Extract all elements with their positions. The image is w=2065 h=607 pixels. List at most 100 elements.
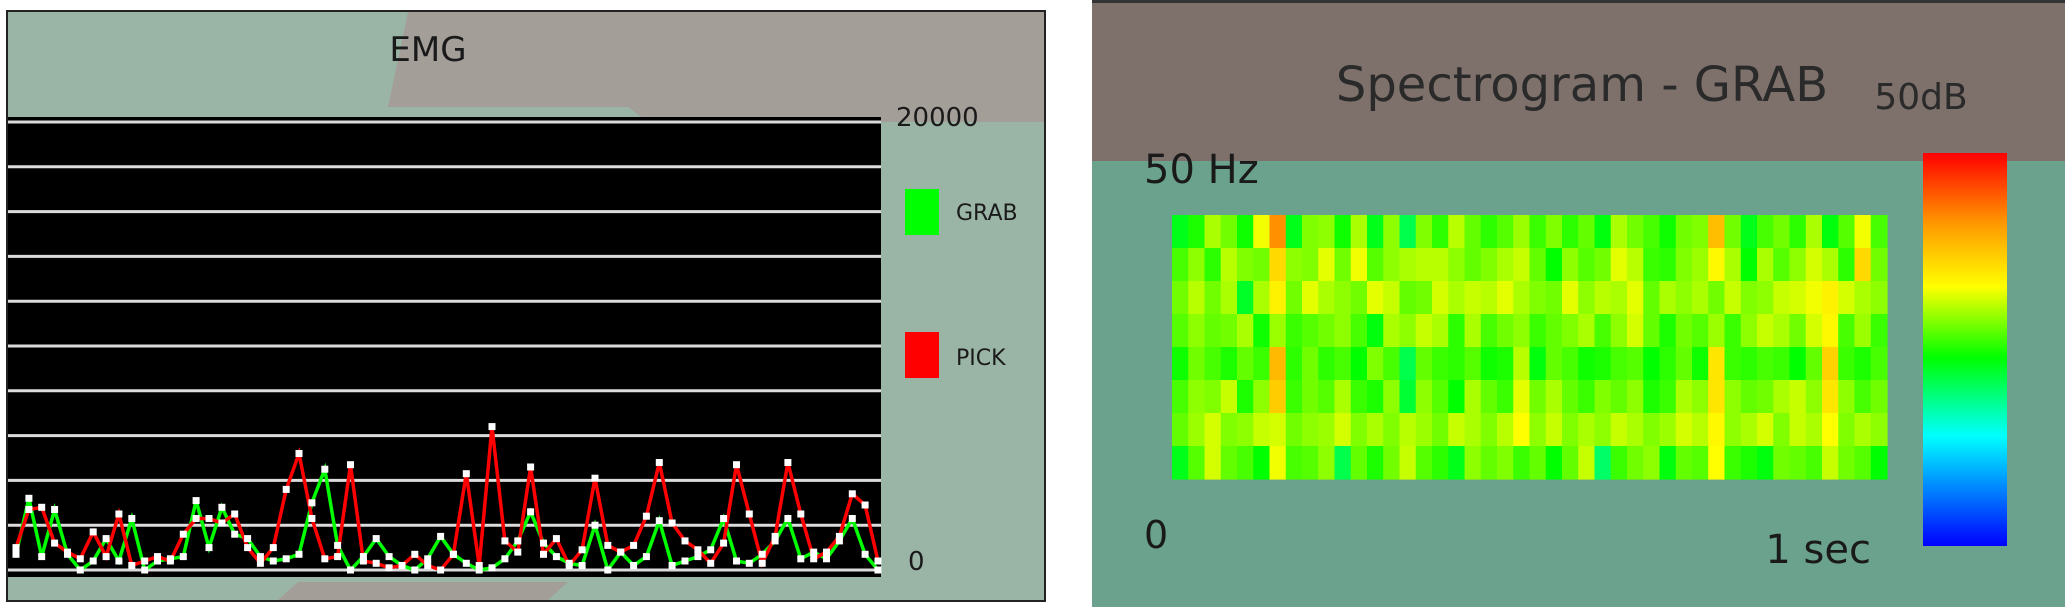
heatmap-cell xyxy=(1513,314,1531,348)
heatmap-cell xyxy=(1545,281,1563,315)
heatmap-cell xyxy=(1822,446,1839,480)
data-point-grab xyxy=(244,535,252,543)
data-point-grab xyxy=(488,564,496,572)
heatmap-cell xyxy=(1415,446,1433,480)
heatmap-cell xyxy=(1822,314,1839,348)
heatmap-cell xyxy=(1367,413,1384,447)
heatmap-cell xyxy=(1594,413,1612,447)
data-point-grab xyxy=(604,566,612,574)
heatmap-cell xyxy=(1399,413,1417,447)
data-point-pick xyxy=(668,519,676,527)
heatmap-cell xyxy=(1513,413,1531,447)
heatmap-cell xyxy=(1269,281,1287,315)
heatmap-cell xyxy=(1529,446,1547,480)
heatmap-cell xyxy=(1220,413,1238,447)
data-point-pick xyxy=(437,566,445,574)
data-point-grab xyxy=(527,508,535,516)
heatmap-cell xyxy=(1188,281,1206,315)
data-point-grab xyxy=(372,535,380,543)
heatmap-cell xyxy=(1659,380,1677,414)
heatmap-cell xyxy=(1464,281,1482,315)
data-point-grab xyxy=(128,515,136,522)
heatmap-cell xyxy=(1643,413,1661,447)
data-point-pick xyxy=(475,562,483,569)
heatmap-cell xyxy=(1513,248,1531,282)
heatmap-cell xyxy=(1415,347,1433,381)
heatmap-cell xyxy=(1659,347,1677,381)
heatmap-cell xyxy=(1172,314,1189,348)
heatmap-cell xyxy=(1383,215,1401,249)
heatmap-cell xyxy=(1562,215,1579,249)
heatmap-cell xyxy=(1724,314,1742,348)
data-point-pick xyxy=(578,546,586,554)
heatmap-cell xyxy=(1188,413,1206,447)
data-point-pick xyxy=(462,470,470,478)
heatmap-cell xyxy=(1334,215,1352,249)
data-point-grab xyxy=(115,557,123,565)
heatmap-cell xyxy=(1415,413,1433,447)
heatmap-cell xyxy=(1367,380,1384,414)
data-point-pick xyxy=(552,535,560,543)
data-point-pick xyxy=(192,515,200,522)
time-end-label: 1 sec xyxy=(1765,527,1871,573)
data-point-pick xyxy=(514,548,522,556)
legend-label-grab: GRAB xyxy=(956,201,1018,226)
spectrogram-header xyxy=(1092,3,2065,161)
heatmap-cell xyxy=(1578,347,1596,381)
heatmap-cell xyxy=(1789,215,1807,249)
data-point-grab xyxy=(424,555,432,563)
data-point-pick xyxy=(256,559,264,567)
data-point-pick xyxy=(823,548,830,556)
heatmap-cell xyxy=(1367,248,1384,282)
data-point-pick xyxy=(166,557,174,565)
heatmap-cell xyxy=(1432,347,1449,381)
data-point-grab xyxy=(823,555,830,563)
data-point-pick xyxy=(218,519,226,527)
data-point-pick xyxy=(38,503,46,511)
heatmap-cell xyxy=(1285,314,1303,348)
heatmap-cell xyxy=(1334,281,1352,315)
heatmap-cell xyxy=(1724,281,1742,315)
heatmap-cell xyxy=(1399,281,1417,315)
heatmap-cell xyxy=(1562,413,1579,447)
heatmap-cell xyxy=(1464,380,1482,414)
heatmap-cell xyxy=(1805,413,1823,447)
data-point-pick xyxy=(720,539,728,547)
data-point-grab xyxy=(835,537,843,545)
heatmap-cell xyxy=(1529,413,1547,447)
heatmap-cell xyxy=(1253,413,1271,447)
heatmap-cell xyxy=(1610,314,1628,348)
heatmap-cell xyxy=(1594,347,1612,381)
data-point-grab xyxy=(462,559,470,567)
heatmap-cell xyxy=(1870,413,1888,447)
heatmap-cell xyxy=(1822,248,1839,282)
data-point-grab xyxy=(501,555,509,563)
data-point-pick xyxy=(25,506,33,513)
heatmap-cell xyxy=(1789,380,1807,414)
heatmap-cell xyxy=(1172,215,1189,249)
data-point-grab xyxy=(192,497,200,505)
heatmap-cell xyxy=(1480,215,1498,249)
heatmap-cell xyxy=(1237,446,1254,480)
heatmap-cell xyxy=(1367,281,1384,315)
heatmap-cell xyxy=(1822,380,1839,414)
heatmap-cell xyxy=(1529,314,1547,348)
data-point-pick xyxy=(501,537,509,545)
data-point-grab xyxy=(256,553,264,561)
heatmap-cell xyxy=(1627,380,1644,414)
data-point-grab xyxy=(218,503,226,511)
heatmap-cell xyxy=(1383,446,1401,480)
heatmap-cell xyxy=(1643,281,1661,315)
data-point-pick xyxy=(835,532,843,540)
heatmap-cell xyxy=(1480,314,1498,348)
heatmap-cell xyxy=(1789,347,1807,381)
data-point-grab xyxy=(810,548,818,556)
heatmap-cell xyxy=(1822,281,1839,315)
heatmap-cell xyxy=(1692,248,1709,282)
heatmap-cell xyxy=(1285,413,1303,447)
data-point-grab xyxy=(102,535,110,543)
heatmap-cell xyxy=(1172,248,1189,282)
data-point-pick xyxy=(797,510,805,518)
heatmap-cell xyxy=(1204,248,1222,282)
heatmap-cell xyxy=(1773,347,1791,381)
